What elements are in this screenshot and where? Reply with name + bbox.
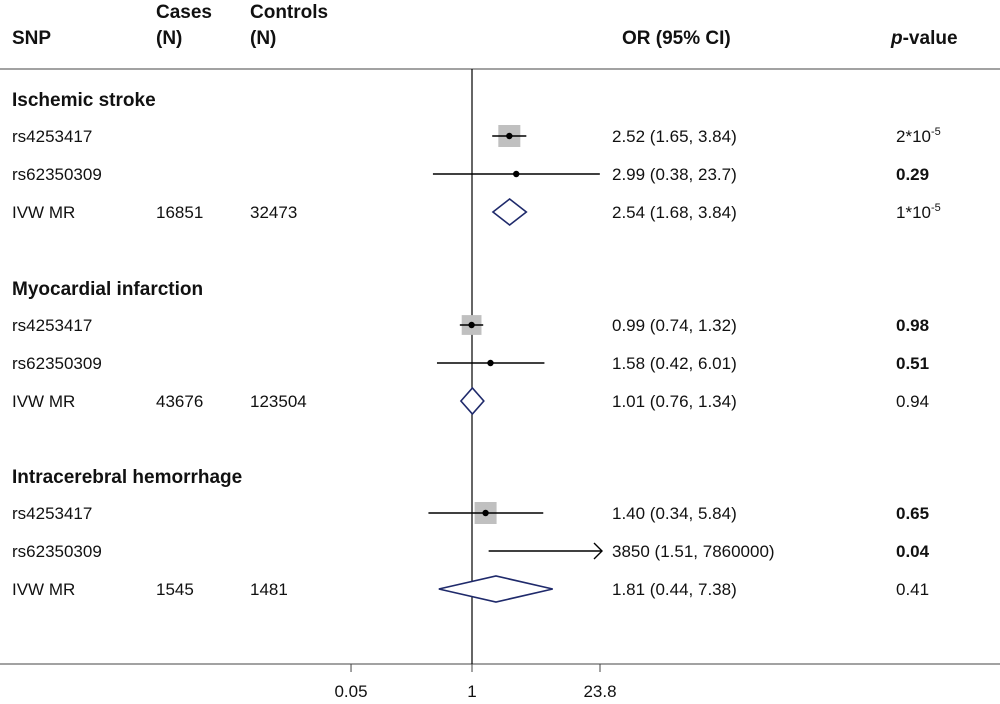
p-value-exponent: -5: [931, 126, 941, 138]
row-label: rs62350309: [12, 165, 102, 184]
p-value-base: 0.51: [896, 354, 929, 373]
point-estimate: [513, 170, 520, 178]
row-or-ci: 2.54 (1.68, 3.84): [612, 203, 737, 222]
row-or-ci: 1.58 (0.42, 6.01): [612, 354, 737, 373]
row-p-value: 1*10-5: [896, 202, 941, 222]
row-controls: 123504: [250, 392, 307, 411]
header-cases-line2: (N): [156, 28, 182, 49]
group-2: Intracerebral hemorrhage rs4253417 1.40 (0…: [12, 467, 930, 603]
table-row: rs4253417 1.40 (0.34, 5.84) 0.65: [12, 502, 929, 524]
row-p-value: 0.41: [896, 580, 929, 599]
rows-layer: Ischemic stroke rs4253417 2.52 (1.65, 3.84…: [12, 90, 941, 603]
row-or-ci: 2.99 (0.38, 23.7): [612, 165, 737, 184]
row-label: rs4253417: [12, 127, 92, 146]
group-1: Myocardial infarction rs4253417 0.99 (0.74…: [12, 279, 929, 416]
p-value-base: 0.94: [896, 392, 929, 411]
table-row: IVW MR 16851 32473 2.54 (1.68, 3.84) 1*10-5: [12, 197, 941, 227]
table-row: rs62350309 2.99 (0.38, 23.7) 0.29: [12, 165, 929, 184]
table-row: IVW MR 1545 1481 1.81 (0.44, 7.38) 0.41: [12, 575, 929, 603]
ci-arrowhead: [593, 542, 603, 560]
pooled-estimate-diamond: [491, 197, 528, 227]
point-estimate: [487, 359, 494, 367]
header-controls-line1: Controls: [250, 2, 328, 23]
row-controls: 1481: [250, 580, 288, 599]
table-row: rs62350309 1.58 (0.42, 6.01) 0.51: [12, 354, 929, 373]
point-estimate: [468, 321, 475, 329]
point-estimate: [506, 132, 513, 140]
header-p-italic: p: [890, 28, 903, 49]
row-or-ci: 1.40 (0.34, 5.84): [612, 504, 737, 523]
pooled-estimate-diamond: [459, 386, 485, 416]
p-value-base: 0.65: [896, 504, 929, 523]
row-or-ci: 0.99 (0.74, 1.32): [612, 316, 737, 335]
group-0: Ischemic stroke rs4253417 2.52 (1.65, 3.84…: [12, 90, 941, 227]
row-p-value: 0.51: [896, 354, 929, 373]
group-title: Intracerebral hemorrhage: [12, 467, 242, 488]
row-label: rs4253417: [12, 316, 92, 335]
header-p-rest: -value: [903, 28, 958, 49]
row-label: rs62350309: [12, 354, 102, 373]
table-row: rs4253417 2.52 (1.65, 3.84) 2*10-5: [12, 125, 941, 147]
header-p-value: p-value: [890, 28, 958, 49]
row-p-value: 2*10-5: [896, 126, 941, 146]
x-tick-label: 23.8: [583, 682, 616, 701]
group-title: Ischemic stroke: [12, 90, 156, 111]
p-value-base: 2*10: [896, 127, 931, 146]
row-p-value: 0.04: [896, 542, 930, 561]
row-p-value: 0.29: [896, 165, 929, 184]
row-label: rs4253417: [12, 504, 92, 523]
p-value-base: 1*10: [896, 203, 931, 222]
header-or: OR (95% CI): [622, 28, 731, 49]
header-controls-line2: (N): [250, 28, 276, 49]
row-label: IVW MR: [12, 392, 75, 411]
row-cases: 16851: [156, 203, 203, 222]
row-or-ci: 1.01 (0.76, 1.34): [612, 392, 737, 411]
pooled-estimate-diamond: [438, 575, 553, 603]
x-tick-label: 0.05: [334, 682, 367, 701]
row-or-ci: 2.52 (1.65, 3.84): [612, 127, 737, 146]
p-value-base: 0.41: [896, 580, 929, 599]
table-row: rs4253417 0.99 (0.74, 1.32) 0.98: [12, 315, 929, 335]
x-tick-label: 1: [467, 682, 476, 701]
table-row: rs62350309 3850 (1.51, 7860000) 0.04: [12, 542, 930, 561]
row-or-ci: 3850 (1.51, 7860000): [612, 542, 775, 561]
p-value-exponent: -5: [931, 202, 941, 214]
row-cases: 1545: [156, 580, 194, 599]
p-value-base: 0.98: [896, 316, 929, 335]
p-value-base: 0.04: [896, 542, 930, 561]
row-or-ci: 1.81 (0.44, 7.38): [612, 580, 737, 599]
header-cases-line1: Cases: [156, 2, 212, 23]
header-snp: SNP: [12, 28, 51, 49]
row-p-value: 0.65: [896, 504, 929, 523]
row-p-value: 0.94: [896, 392, 929, 411]
x-axis: 0.05 1 23.8: [334, 664, 617, 701]
point-estimate: [482, 509, 489, 517]
group-title: Myocardial infarction: [12, 279, 203, 300]
table-row: IVW MR 43676 123504 1.01 (0.76, 1.34) 0.94: [12, 386, 929, 416]
row-label: IVW MR: [12, 203, 75, 222]
row-controls: 32473: [250, 203, 297, 222]
row-label: rs62350309: [12, 542, 102, 561]
row-p-value: 0.98: [896, 316, 929, 335]
p-value-base: 0.29: [896, 165, 929, 184]
row-label: IVW MR: [12, 580, 75, 599]
row-cases: 43676: [156, 392, 203, 411]
